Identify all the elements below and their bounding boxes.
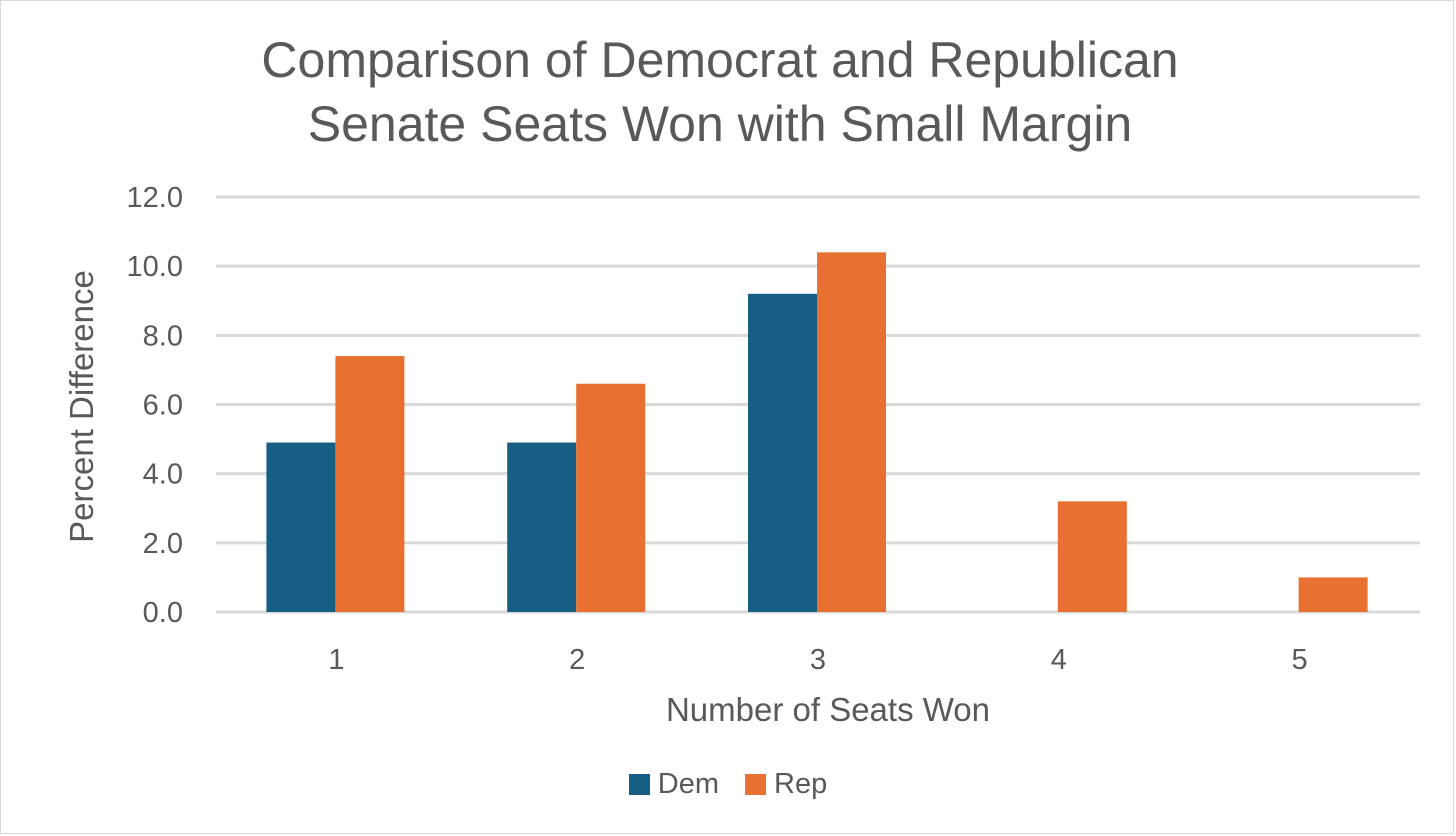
bar-rep-1 [335, 356, 405, 612]
legend-item-dem: Dem [628, 768, 720, 801]
legend-label-dem: Dem [657, 768, 720, 800]
legend: Dem Rep [0, 768, 1456, 801]
x-tick-label: 4 [1051, 644, 1067, 676]
legend-swatch-dem [628, 774, 650, 795]
y-tick-label: 8.0 [143, 320, 183, 352]
y-tick-label: 2.0 [143, 528, 183, 560]
y-tick-label: 4.0 [143, 459, 183, 491]
legend-swatch-rep [745, 774, 767, 795]
bar-rep-5 [1298, 577, 1368, 612]
bar-rep-3 [817, 252, 886, 613]
bar-rep-4 [1057, 501, 1127, 612]
legend-item-rep: Rep [745, 768, 827, 801]
chart-title-line-1: Comparison of Democrat and Republican [261, 32, 1179, 88]
bar-dem-1 [266, 442, 336, 612]
legend-label-rep: Rep [774, 768, 828, 800]
chart-title: Comparison of Democrat and Republican Se… [200, 28, 1240, 156]
bar-dem-3 [748, 293, 817, 612]
bar-dem-2 [507, 442, 577, 612]
y-tick-label: 6.0 [143, 390, 183, 422]
y-tick-label: 12.0 [127, 182, 183, 214]
x-axis-title: Number of Seats Won [666, 691, 990, 728]
x-tick-label: 5 [1292, 644, 1308, 676]
y-tick-label: 0.0 [143, 597, 183, 629]
x-tick-label: 2 [569, 644, 585, 676]
chart-title-line-2: Senate Seats Won with Small Margin [307, 96, 1133, 152]
y-tick-label: 10.0 [127, 251, 183, 283]
y-axis-title: Percent Difference [63, 270, 100, 543]
bar-rep-2 [576, 383, 646, 612]
x-tick-label: 1 [328, 644, 344, 676]
x-tick-label: 3 [810, 644, 826, 676]
